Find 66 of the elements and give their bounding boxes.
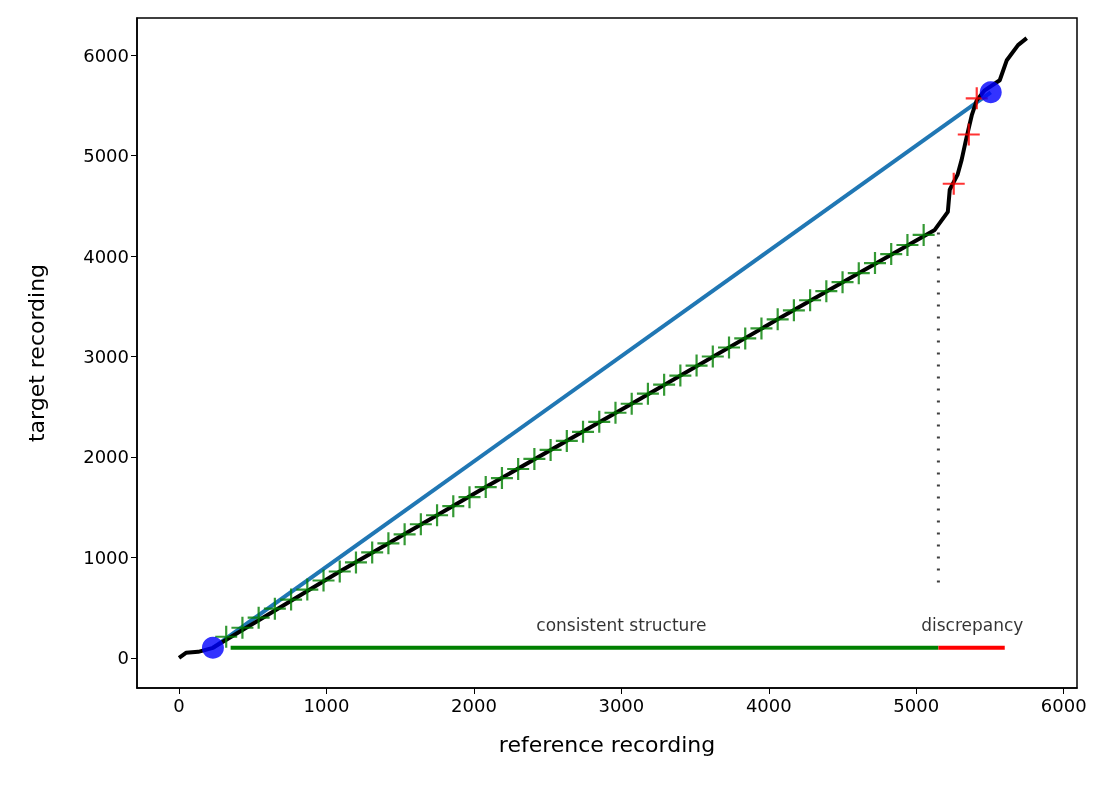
point [263, 597, 286, 620]
point [685, 354, 708, 377]
point [377, 532, 400, 555]
point [588, 410, 611, 433]
point [507, 458, 530, 481]
y-tick-label: 3000 [83, 346, 129, 368]
point [880, 243, 903, 266]
x-tick-label: 4000 [745, 694, 792, 716]
point [426, 504, 449, 527]
x-tick-label: 6000 [1040, 694, 1087, 716]
x-tick-label: 1000 [303, 694, 350, 716]
point [896, 234, 919, 257]
point [247, 606, 270, 629]
point [296, 578, 319, 601]
point [572, 420, 595, 443]
point [442, 495, 465, 518]
point [280, 588, 303, 611]
y-tick-label: 5000 [83, 145, 129, 167]
point [979, 81, 1002, 104]
point [912, 223, 935, 246]
point [344, 551, 367, 574]
point [750, 317, 773, 340]
point [718, 336, 741, 359]
x-tick-label: 3000 [598, 694, 645, 716]
point [474, 476, 497, 499]
point [490, 467, 513, 490]
point [782, 299, 805, 322]
y-tick-label: 0 [117, 647, 129, 669]
y-axis-title: target recording [23, 263, 49, 443]
point [815, 280, 838, 303]
annotation: consistent structure [536, 615, 707, 636]
x-tick-label: 2000 [451, 694, 497, 716]
point [942, 172, 965, 195]
line-series [177, 36, 1029, 660]
point [458, 486, 481, 509]
point [555, 429, 578, 452]
point [620, 392, 643, 415]
y-tick-label: 6000 [83, 44, 129, 66]
point [863, 252, 886, 275]
point [409, 513, 432, 536]
y-tick-label: 4000 [83, 245, 129, 267]
point [847, 262, 870, 285]
point [701, 345, 724, 368]
point [799, 289, 822, 312]
point [636, 382, 659, 405]
point [604, 401, 627, 424]
point [328, 560, 351, 583]
point [766, 308, 789, 331]
x-tick-label: 5000 [893, 694, 940, 716]
point [539, 438, 562, 461]
point [231, 616, 254, 639]
point [393, 523, 416, 546]
point [734, 327, 757, 350]
point [312, 569, 335, 592]
point [653, 373, 676, 396]
annotation: discrepancy [921, 615, 1024, 636]
point [669, 364, 692, 387]
x-tick-label: 0 [173, 694, 185, 716]
point [831, 271, 854, 294]
point [361, 541, 384, 564]
point [201, 636, 224, 659]
x-axis-title: reference recording [498, 731, 716, 757]
point [523, 447, 546, 470]
y-tick-label: 2000 [83, 446, 129, 468]
y-tick-label: 1000 [83, 546, 129, 568]
point [957, 123, 980, 146]
